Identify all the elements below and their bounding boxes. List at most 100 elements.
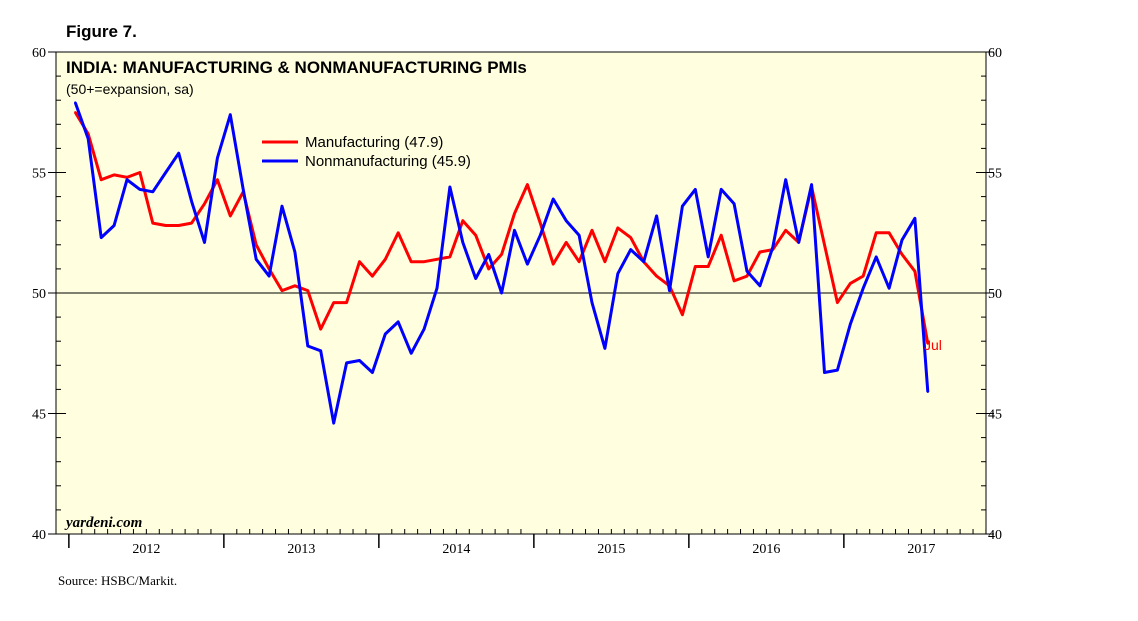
data-point-nonmanufacturing bbox=[836, 368, 839, 372]
data-point-nonmanufacturing bbox=[487, 253, 490, 256]
data-point-nonmanufacturing bbox=[242, 188, 245, 191]
data-point-nonmanufacturing bbox=[229, 113, 232, 116]
data-point-manufacturing bbox=[358, 260, 361, 263]
data-point-nonmanufacturing bbox=[526, 262, 529, 266]
y-tick-label-left: 45 bbox=[32, 408, 46, 423]
data-point-nonmanufacturing bbox=[358, 359, 361, 362]
data-point-nonmanufacturing bbox=[100, 236, 103, 239]
y-tick-label-right: 40 bbox=[988, 528, 1002, 543]
plot-frame bbox=[55, 51, 987, 535]
data-point-manufacturing bbox=[448, 255, 452, 259]
data-point-manufacturing bbox=[913, 270, 917, 273]
data-point-manufacturing bbox=[216, 178, 219, 181]
data-point-manufacturing bbox=[164, 224, 167, 227]
data-point-manufacturing bbox=[862, 274, 865, 278]
y-tick-label-left: 50 bbox=[32, 287, 46, 302]
data-point-nonmanufacturing bbox=[216, 156, 219, 160]
data-point-nonmanufacturing bbox=[151, 190, 154, 193]
data-point-manufacturing bbox=[732, 279, 736, 283]
data-point-nonmanufacturing bbox=[397, 320, 400, 324]
watermark: yardeni.com bbox=[64, 515, 142, 531]
legend-label-manufacturing: Manufacturing (47.9) bbox=[305, 134, 443, 151]
data-point-nonmanufacturing bbox=[681, 205, 684, 208]
data-point-manufacturing bbox=[629, 236, 632, 239]
data-point-nonmanufacturing bbox=[797, 241, 800, 244]
data-point-manufacturing bbox=[435, 258, 439, 261]
data-point-manufacturing bbox=[539, 221, 542, 225]
data-point-nonmanufacturing bbox=[668, 289, 671, 292]
data-point-manufacturing bbox=[255, 243, 258, 246]
data-point-nonmanufacturing bbox=[694, 188, 697, 191]
data-point-nonmanufacturing bbox=[552, 197, 555, 201]
x-tick-label: 2014 bbox=[442, 542, 470, 557]
data-point-nonmanufacturing bbox=[720, 188, 723, 191]
data-point-nonmanufacturing bbox=[823, 371, 826, 374]
data-point-nonmanufacturing bbox=[745, 270, 749, 273]
data-point-nonmanufacturing bbox=[926, 390, 929, 393]
data-point-nonmanufacturing bbox=[87, 137, 90, 140]
data-point-manufacturing bbox=[151, 221, 154, 225]
data-point-nonmanufacturing bbox=[293, 250, 297, 254]
data-point-nonmanufacturing bbox=[900, 238, 904, 242]
data-point-manufacturing bbox=[836, 301, 839, 304]
data-point-manufacturing bbox=[565, 241, 568, 244]
y-tick-label-left: 40 bbox=[32, 528, 46, 543]
y-tick-label-right: 45 bbox=[988, 408, 1002, 423]
data-point-nonmanufacturing bbox=[435, 287, 439, 290]
figure-label: Figure 7. bbox=[66, 22, 137, 41]
data-point-nonmanufacturing bbox=[603, 347, 607, 350]
data-point-manufacturing bbox=[345, 301, 348, 304]
data-point-nonmanufacturing bbox=[474, 277, 477, 280]
data-point-nonmanufacturing bbox=[332, 421, 335, 425]
data-point-nonmanufacturing bbox=[280, 205, 284, 208]
data-point-manufacturing bbox=[887, 231, 891, 234]
data-point-nonmanufacturing bbox=[422, 327, 426, 331]
data-point-manufacturing bbox=[745, 274, 749, 278]
data-point-manufacturing bbox=[474, 234, 477, 237]
data-point-nonmanufacturing bbox=[577, 234, 581, 237]
data-point-manufacturing bbox=[280, 289, 284, 292]
data-point-nonmanufacturing bbox=[203, 241, 206, 244]
data-point-nonmanufacturing bbox=[862, 287, 865, 290]
x-tick-label: 2017 bbox=[907, 542, 935, 557]
y-tick-label-left: 60 bbox=[32, 46, 46, 61]
data-point-manufacturing bbox=[306, 289, 309, 292]
data-point-manufacturing bbox=[177, 224, 180, 227]
legend: Manufacturing (47.9) Nonmanufacturing (4… bbox=[262, 134, 471, 170]
data-point-nonmanufacturing bbox=[758, 284, 762, 287]
data-point-manufacturing bbox=[900, 253, 904, 256]
data-point-manufacturing bbox=[681, 313, 684, 316]
data-point-manufacturing bbox=[500, 253, 503, 256]
data-point-nonmanufacturing bbox=[810, 183, 813, 186]
data-point-nonmanufacturing bbox=[461, 241, 464, 244]
data-point-manufacturing bbox=[74, 111, 77, 114]
data-point-manufacturing bbox=[603, 260, 607, 263]
data-point-nonmanufacturing bbox=[707, 255, 710, 259]
data-point-manufacturing bbox=[384, 258, 387, 261]
data-point-nonmanufacturing bbox=[448, 185, 452, 189]
data-point-nonmanufacturing bbox=[732, 202, 736, 205]
data-point-nonmanufacturing bbox=[616, 272, 619, 275]
data-point-nonmanufacturing bbox=[319, 349, 322, 352]
data-point-nonmanufacturing bbox=[655, 214, 658, 218]
data-point-nonmanufacturing bbox=[875, 255, 878, 259]
data-point-nonmanufacturing bbox=[267, 274, 271, 278]
data-point-nonmanufacturing bbox=[138, 188, 142, 191]
data-point-nonmanufacturing bbox=[590, 301, 594, 304]
data-point-nonmanufacturing bbox=[500, 291, 503, 295]
data-point-manufacturing bbox=[784, 229, 787, 232]
data-point-manufacturing bbox=[720, 234, 723, 237]
data-point-manufacturing bbox=[526, 183, 529, 186]
legend-label-nonmanufacturing: Nonmanufacturing (45.9) bbox=[305, 153, 471, 170]
chart-title: INDIA: MANUFACTURING & NONMANUFACTURING … bbox=[66, 58, 527, 77]
data-point-nonmanufacturing bbox=[177, 152, 180, 155]
data-point-manufacturing bbox=[422, 260, 426, 263]
data-point-nonmanufacturing bbox=[255, 258, 258, 261]
data-point-manufacturing bbox=[552, 262, 555, 266]
data-point-manufacturing bbox=[293, 284, 297, 287]
data-point-manufacturing bbox=[371, 274, 374, 278]
data-point-nonmanufacturing bbox=[887, 287, 891, 290]
data-point-manufacturing bbox=[319, 327, 322, 331]
y-tick-label-right: 50 bbox=[988, 287, 1002, 302]
